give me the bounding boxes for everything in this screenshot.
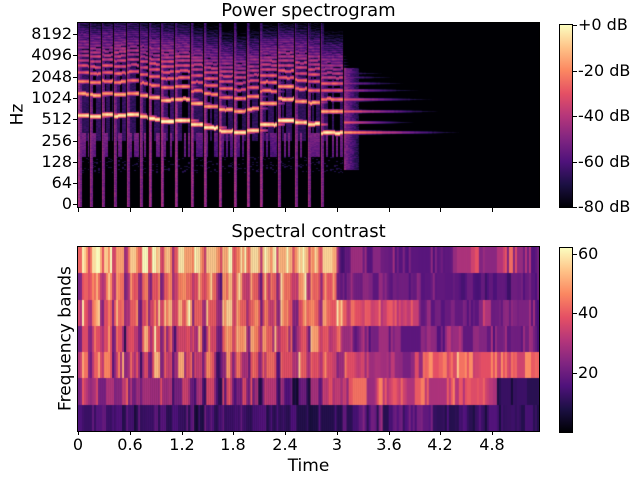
colorbar-tick-mark <box>573 162 577 163</box>
y-tick-label: 2048 <box>31 67 72 86</box>
x-tick-mark <box>337 431 338 435</box>
x-tick-label: 1.8 <box>220 435 246 454</box>
y-tick-label: 512 <box>41 109 72 128</box>
spectral-contrast-heatmap <box>78 247 539 431</box>
x-tick-mark-top-plot <box>182 208 183 212</box>
x-tick-label: 0.6 <box>117 435 143 454</box>
power-spectrogram-title: Power spectrogram <box>221 0 396 21</box>
x-tick-mark <box>233 431 234 435</box>
y-tick-label: 64 <box>51 173 72 192</box>
power-colorbar-gradient <box>560 25 572 207</box>
contrast-colorbar <box>559 247 573 433</box>
colorbar-tick-mark <box>573 313 577 314</box>
y-tick-label: 0 <box>61 194 72 213</box>
colorbar-tick-mark <box>573 71 577 72</box>
x-tick-mark <box>78 431 79 435</box>
y-tick-label: 128 <box>41 152 72 171</box>
colorbar-tick-label: 20 <box>578 363 599 382</box>
x-tick-mark-top-plot <box>78 208 79 212</box>
y-tick-mark <box>73 34 77 35</box>
y-tick-mark <box>73 77 77 78</box>
x-tick-mark-top-plot <box>130 208 131 212</box>
frequency-bands-axis-label: Frequency bands <box>55 266 76 411</box>
x-tick-label: 2.4 <box>272 435 298 454</box>
spectral-contrast-axes <box>77 246 540 432</box>
time-axis-label: Time <box>287 456 330 476</box>
x-tick-label: 1.2 <box>169 435 195 454</box>
x-tick-mark-top-plot <box>285 208 286 212</box>
power-colorbar <box>559 24 573 208</box>
colorbar-tick-label: -80 dB <box>578 197 631 216</box>
y-tick-mark <box>73 162 77 163</box>
colorbar-tick-mark <box>573 25 577 26</box>
y-tick-label: 4096 <box>31 45 72 64</box>
x-tick-mark-top-plot <box>389 208 390 212</box>
x-tick-mark <box>182 431 183 435</box>
y-tick-mark <box>73 204 77 205</box>
x-tick-mark-top-plot <box>233 208 234 212</box>
x-tick-mark <box>130 431 131 435</box>
x-tick-mark-top-plot <box>492 208 493 212</box>
y-tick-mark <box>73 183 77 184</box>
x-tick-mark-top-plot <box>337 208 338 212</box>
colorbar-tick-mark <box>573 116 577 117</box>
colorbar-tick-mark <box>573 373 577 374</box>
colorbar-tick-mark <box>573 207 577 208</box>
spectral-contrast-title: Spectral contrast <box>231 221 386 242</box>
x-tick-label: 0 <box>72 435 84 454</box>
x-tick-mark <box>492 431 493 435</box>
x-tick-label: 4.8 <box>479 435 505 454</box>
y-tick-mark <box>73 119 77 120</box>
colorbar-tick-label: 40 <box>578 303 599 322</box>
contrast-colorbar-gradient <box>560 248 572 432</box>
x-tick-label: 3 <box>331 435 343 454</box>
power-spectrogram-heatmap <box>78 23 539 207</box>
y-tick-label: 8192 <box>31 24 72 43</box>
colorbar-tick-label: 60 <box>578 244 599 263</box>
x-tick-label: 4.2 <box>427 435 453 454</box>
power-spectrogram-axes <box>77 22 540 208</box>
y-tick-label: 256 <box>41 131 72 150</box>
x-tick-mark-top-plot <box>440 208 441 212</box>
colorbar-tick-label: +0 dB <box>578 15 628 34</box>
y-tick-mark <box>73 98 77 99</box>
colorbar-tick-mark <box>573 254 577 255</box>
y-tick-mark <box>73 141 77 142</box>
colorbar-tick-label: -40 dB <box>578 106 631 125</box>
x-tick-mark <box>440 431 441 435</box>
x-tick-mark <box>285 431 286 435</box>
y-tick-label: 1024 <box>31 88 72 107</box>
x-tick-mark <box>389 431 390 435</box>
x-tick-label: 3.6 <box>376 435 402 454</box>
colorbar-tick-label: -60 dB <box>578 152 631 171</box>
y-tick-mark <box>73 55 77 56</box>
colorbar-tick-label: -20 dB <box>578 61 631 80</box>
